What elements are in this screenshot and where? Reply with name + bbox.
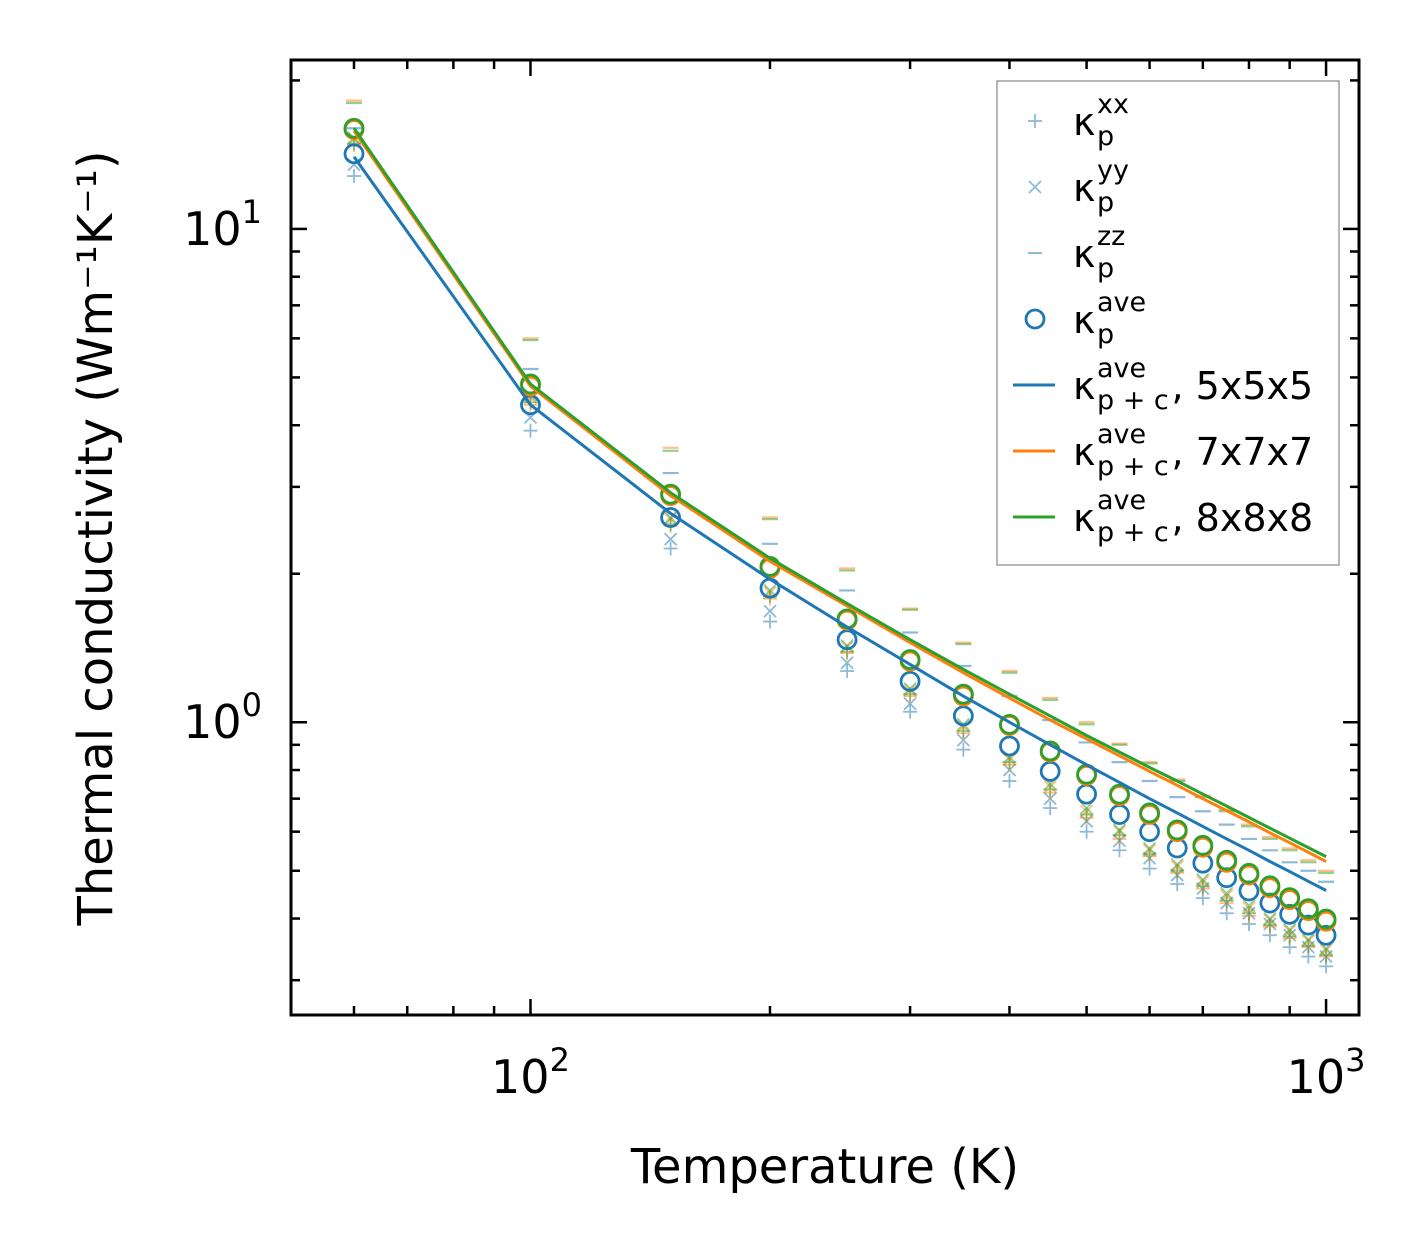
kappa-xx-marker [1142, 861, 1157, 876]
kappa-ave-marker [1166, 819, 1188, 841]
legend-entry-line-7: κp + cave, 7x7x7 [1013, 419, 1313, 482]
kappa-ave-marker [1238, 862, 1260, 884]
kappa-ave-marker [1315, 924, 1337, 946]
kappa-xx-marker [840, 644, 855, 659]
kappa-xx-marker [1002, 774, 1017, 789]
kappa-xx-marker [956, 742, 971, 757]
kappa-ave-marker [836, 629, 858, 651]
kappa-yy-marker [903, 681, 917, 696]
kappa-xx-marker [663, 541, 678, 556]
legend-label: κp + cave, 8x8x8 [1073, 485, 1313, 548]
legend-box [996, 80, 1340, 566]
kappa-ave-marker [1139, 821, 1160, 843]
kappa-ave-marker [660, 507, 681, 528]
legend-handle-x [1028, 180, 1042, 194]
kappa-yy-marker [1242, 898, 1256, 913]
kappa-yy-marker [763, 583, 777, 598]
legend-handle-plus [1028, 114, 1042, 128]
kappa-ave-marker [1109, 804, 1130, 825]
data-lines [352, 127, 1327, 892]
legend-label: κp + cave, 5x5x5 [1073, 353, 1313, 416]
kappa-xx-marker [1241, 906, 1256, 921]
kappa-yy-marker [1170, 857, 1184, 872]
line-series-5x5x5 [352, 155, 1327, 892]
legend-entry-yy: κpyy [1028, 155, 1129, 218]
kappa-xx-marker [1219, 893, 1234, 908]
kappa-yy-marker [1079, 801, 1094, 815]
kappa-xx-marker [762, 614, 777, 629]
legend-label: κp + cave, 7x7x7 [1073, 419, 1313, 482]
legend-entry-ave: κpave [1024, 287, 1146, 350]
kappa-xx-marker [523, 423, 538, 438]
legend-label: κpxx [1073, 89, 1129, 152]
kappa-ave-marker [1139, 802, 1160, 824]
kappa-xx-marker [1043, 801, 1058, 816]
kappa-yy-marker [840, 656, 854, 670]
kappa-xx-marker [1282, 929, 1297, 944]
x-tick-label: 103 [1287, 1041, 1366, 1104]
kappa-ave-marker [1192, 834, 1214, 856]
kappa-ave-marker [1039, 760, 1061, 782]
tick-labels: 102 103 100 101 [183, 193, 1365, 1104]
plot-frame [289, 58, 1361, 1017]
legend-entry-line-5: κp + cave, 5x5x5 [1013, 353, 1313, 416]
x-tick-label: 102 [491, 1041, 570, 1104]
y-tick-label: 101 [183, 193, 262, 256]
legend-label: κpyy [1073, 155, 1129, 218]
kappa-ave-marker [952, 705, 974, 727]
kappa-ave-marker [899, 670, 921, 692]
kappa-yy-marker [763, 604, 777, 618]
kappa-ave-marker [999, 713, 1020, 735]
line-series-7x7x7 [352, 130, 1327, 863]
kappa-yy-marker [1142, 841, 1157, 856]
kappa-yy-marker [1283, 922, 1297, 937]
kappa-xx-marker [1262, 918, 1277, 933]
legend-label: κpzz [1073, 221, 1125, 284]
kappa-ave-marker [1315, 908, 1337, 930]
kappa-ave-marker [660, 483, 681, 505]
y-tick-label: 100 [183, 686, 262, 749]
data-markers [343, 99, 1337, 974]
kappa-xx-marker [956, 723, 971, 738]
kappa-xx-marker [840, 664, 855, 679]
kappa-yy-marker [1301, 932, 1315, 946]
legend-handle-circle [1024, 308, 1046, 330]
kappa-xx-marker [1195, 879, 1210, 894]
y-axis-label: Thermal conductivity (Wm⁻¹K⁻¹) [68, 150, 124, 926]
kappa-yy-marker [1112, 823, 1127, 837]
kappa-xx-marker [1170, 863, 1185, 878]
kappa-ave-marker [343, 117, 365, 139]
kappa-yy-marker [903, 697, 917, 711]
kappa-ave-marker [1297, 898, 1319, 920]
legend-entry-line-8: κp + cave, 8x8x8 [1013, 485, 1313, 548]
kappa-xx-marker [1319, 948, 1334, 963]
kappa-xx-marker [346, 169, 361, 184]
kappa-yy-marker [663, 510, 678, 525]
kappa-yy-marker [1220, 886, 1234, 900]
x-axis-label: Temperature (K) [630, 1139, 1019, 1195]
kappa-xx-marker [903, 704, 918, 719]
kappa-yy-marker [1263, 911, 1277, 926]
kappa-ave-marker [952, 683, 974, 705]
kappa-ave-marker [999, 735, 1020, 757]
kappa-ave-marker [1076, 783, 1097, 805]
legend-label: κpave [1073, 287, 1146, 350]
line-series-8x8x8 [352, 127, 1327, 858]
legend-entry-zz: κpzz [1028, 221, 1125, 284]
kappa-xx-marker [1079, 824, 1094, 839]
kappa-xx-marker [1301, 938, 1316, 953]
kappa-ave-marker [520, 373, 541, 395]
kappa-ave-marker [1259, 875, 1281, 897]
kappa-ave-marker [343, 143, 365, 165]
kappa-xx-marker [1079, 807, 1094, 822]
kappa-yy-marker [1196, 872, 1210, 887]
kappa-ave-marker [1216, 849, 1238, 871]
kappa-yy-marker [840, 638, 854, 653]
kappa-ave-marker [1109, 783, 1130, 805]
kappa-ave-marker [1279, 887, 1301, 909]
legend-entry-xx: κpxx [1028, 89, 1129, 152]
kappa-yy-marker [663, 532, 678, 546]
